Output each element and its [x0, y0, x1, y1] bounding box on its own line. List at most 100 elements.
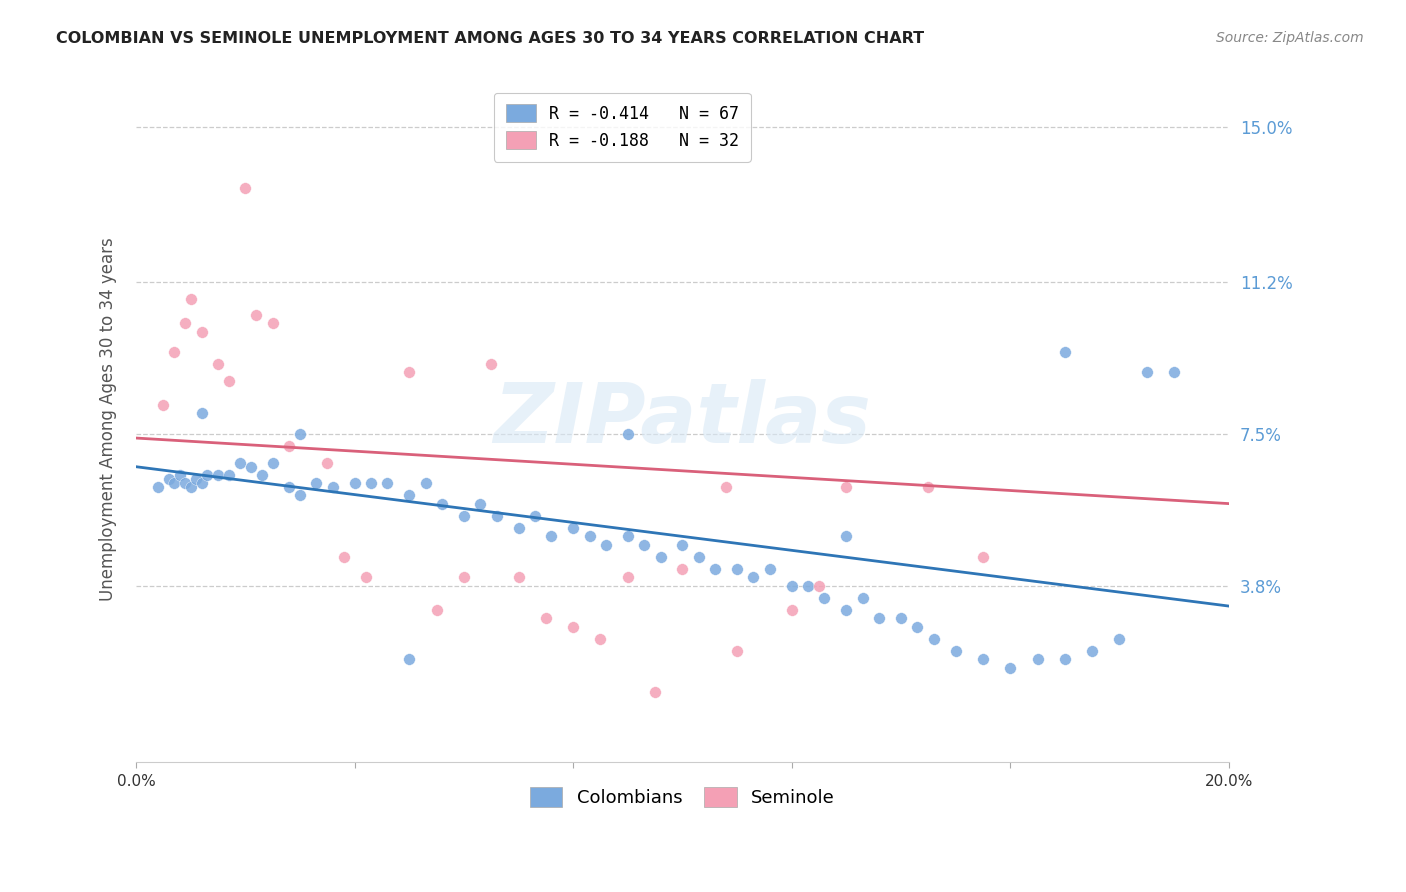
Point: [644, 685, 666, 699]
Point: [485, 508, 508, 523]
Point: [617, 426, 640, 441]
Point: [398, 652, 420, 666]
Point: [835, 603, 858, 617]
Point: [797, 578, 820, 592]
Point: [725, 644, 748, 658]
Point: [617, 529, 640, 543]
Point: [704, 562, 727, 576]
Point: [354, 570, 377, 584]
Point: [190, 407, 212, 421]
Point: [650, 549, 672, 564]
Point: [343, 476, 366, 491]
Point: [288, 426, 311, 441]
Point: [322, 480, 344, 494]
Point: [180, 480, 202, 494]
Y-axis label: Unemployment Among Ages 30 to 34 years: Unemployment Among Ages 30 to 34 years: [100, 238, 117, 601]
Point: [262, 456, 284, 470]
Point: [562, 619, 585, 633]
Point: [174, 316, 197, 330]
Point: [688, 549, 710, 564]
Point: [316, 456, 339, 470]
Point: [589, 632, 612, 646]
Point: [534, 611, 557, 625]
Point: [245, 308, 267, 322]
Point: [377, 476, 399, 491]
Point: [671, 562, 693, 576]
Point: [415, 476, 437, 491]
Point: [759, 562, 782, 576]
Point: [671, 538, 693, 552]
Point: [195, 467, 218, 482]
Point: [807, 578, 830, 592]
Point: [508, 521, 530, 535]
Point: [813, 591, 835, 605]
Point: [430, 497, 453, 511]
Point: [479, 357, 502, 371]
Point: [278, 439, 301, 453]
Point: [152, 398, 174, 412]
Point: [169, 467, 191, 482]
Point: [360, 476, 382, 491]
Point: [157, 472, 180, 486]
Point: [578, 529, 600, 543]
Point: [190, 325, 212, 339]
Point: [945, 644, 967, 658]
Point: [905, 619, 928, 633]
Point: [540, 529, 562, 543]
Point: [453, 570, 475, 584]
Point: [852, 591, 875, 605]
Point: [890, 611, 912, 625]
Point: [250, 467, 273, 482]
Point: [1053, 345, 1076, 359]
Legend: Colombians, Seminole: Colombians, Seminole: [523, 780, 842, 814]
Point: [972, 549, 994, 564]
Point: [180, 292, 202, 306]
Point: [742, 570, 765, 584]
Point: [972, 652, 994, 666]
Point: [146, 480, 169, 494]
Point: [163, 476, 186, 491]
Point: [714, 480, 737, 494]
Point: [305, 476, 328, 491]
Point: [163, 345, 186, 359]
Point: [186, 472, 208, 486]
Point: [1163, 366, 1185, 380]
Point: [229, 456, 252, 470]
Point: [868, 611, 890, 625]
Point: [207, 357, 229, 371]
Point: [835, 529, 858, 543]
Point: [278, 480, 301, 494]
Point: [1053, 652, 1076, 666]
Point: [1136, 366, 1159, 380]
Point: [218, 374, 240, 388]
Point: [1026, 652, 1049, 666]
Point: [190, 476, 212, 491]
Point: [998, 660, 1021, 674]
Point: [1108, 632, 1130, 646]
Point: [508, 570, 530, 584]
Point: [218, 467, 240, 482]
Point: [617, 570, 640, 584]
Point: [174, 476, 197, 491]
Point: [239, 459, 262, 474]
Point: [780, 578, 803, 592]
Point: [523, 508, 546, 523]
Point: [835, 480, 858, 494]
Text: ZIPatlas: ZIPatlas: [494, 379, 872, 460]
Point: [262, 316, 284, 330]
Text: COLOMBIAN VS SEMINOLE UNEMPLOYMENT AMONG AGES 30 TO 34 YEARS CORRELATION CHART: COLOMBIAN VS SEMINOLE UNEMPLOYMENT AMONG…: [56, 31, 924, 46]
Point: [780, 603, 803, 617]
Point: [1081, 644, 1104, 658]
Point: [725, 562, 748, 576]
Point: [922, 632, 945, 646]
Text: Source: ZipAtlas.com: Source: ZipAtlas.com: [1216, 31, 1364, 45]
Point: [398, 488, 420, 502]
Point: [288, 488, 311, 502]
Point: [332, 549, 354, 564]
Point: [398, 366, 420, 380]
Point: [595, 538, 617, 552]
Point: [917, 480, 939, 494]
Point: [470, 497, 492, 511]
Point: [207, 467, 229, 482]
Point: [562, 521, 585, 535]
